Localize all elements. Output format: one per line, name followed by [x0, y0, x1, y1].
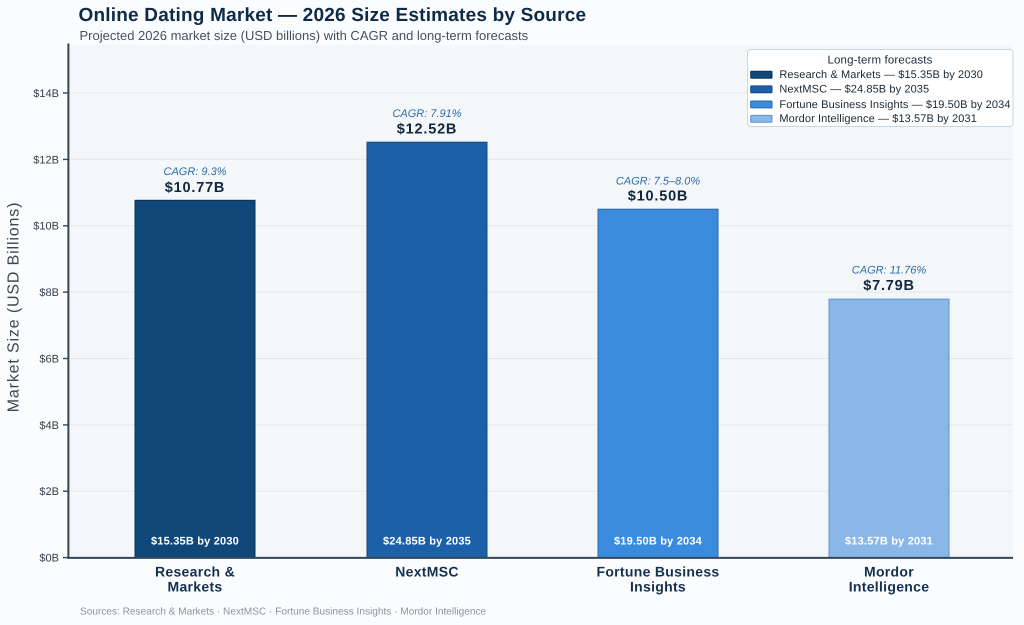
svg-text:$13.57B by 2031: $13.57B by 2031 — [845, 536, 933, 548]
svg-text:Projected 2026 market size (US: Projected 2026 market size (USD billions… — [80, 28, 529, 43]
svg-text:$10B: $10B — [33, 221, 59, 233]
svg-text:NextMSC: NextMSC — [395, 564, 459, 580]
svg-text:$12B: $12B — [33, 154, 59, 166]
svg-text:$7.79B: $7.79B — [863, 278, 915, 294]
svg-text:Fortune Business: Fortune Business — [596, 564, 719, 580]
svg-text:$10.50B: $10.50B — [628, 188, 688, 204]
svg-text:$14B: $14B — [33, 88, 59, 100]
svg-text:CAGR: 7.5–8.0%: CAGR: 7.5–8.0% — [616, 176, 701, 188]
svg-text:$8B: $8B — [39, 287, 59, 299]
svg-text:CAGR: 11.76%: CAGR: 11.76% — [852, 265, 927, 277]
svg-text:Research &: Research & — [155, 564, 235, 580]
svg-text:Online Dating Market — 2026 Si: Online Dating Market — 2026 Size Estimat… — [79, 5, 587, 26]
svg-text:Insights: Insights — [630, 579, 686, 595]
svg-text:$6B: $6B — [39, 353, 59, 365]
svg-text:$10.77B: $10.77B — [165, 180, 225, 196]
svg-text:Research & Markets — $15.35B b: Research & Markets — $15.35B by 2030 — [779, 69, 983, 81]
svg-text:Mordor: Mordor — [864, 564, 914, 580]
svg-text:$15.35B by 2030: $15.35B by 2030 — [151, 536, 239, 548]
svg-text:CAGR: 9.3%: CAGR: 9.3% — [164, 166, 227, 178]
svg-text:NextMSC — $24.85B by 2035: NextMSC — $24.85B by 2035 — [779, 84, 929, 96]
svg-text:$2B: $2B — [39, 486, 59, 498]
svg-text:$4B: $4B — [39, 420, 59, 432]
svg-text:Mordor Intelligence — $13.57B: Mordor Intelligence — $13.57B by 2031 — [779, 113, 977, 125]
svg-text:Fortune Business Insights — $1: Fortune Business Insights — $19.50B by 2… — [779, 99, 1010, 111]
svg-text:$24.85B by 2035: $24.85B by 2035 — [383, 536, 471, 548]
svg-text:Intelligence: Intelligence — [849, 579, 930, 595]
svg-text:Long-term forecasts: Long-term forecasts — [827, 55, 932, 67]
svg-text:$12.52B: $12.52B — [397, 121, 457, 137]
svg-text:CAGR: 7.91%: CAGR: 7.91% — [392, 108, 461, 120]
svg-text:$19.50B by 2034: $19.50B by 2034 — [614, 536, 703, 548]
svg-text:Markets: Markets — [167, 579, 222, 595]
svg-text:$0B: $0B — [39, 553, 59, 565]
svg-text:Market Size (USD Billions): Market Size (USD Billions) — [6, 202, 23, 413]
svg-text:Sources: Research & Markets ·: Sources: Research & Markets · NextMSC · … — [80, 607, 487, 618]
